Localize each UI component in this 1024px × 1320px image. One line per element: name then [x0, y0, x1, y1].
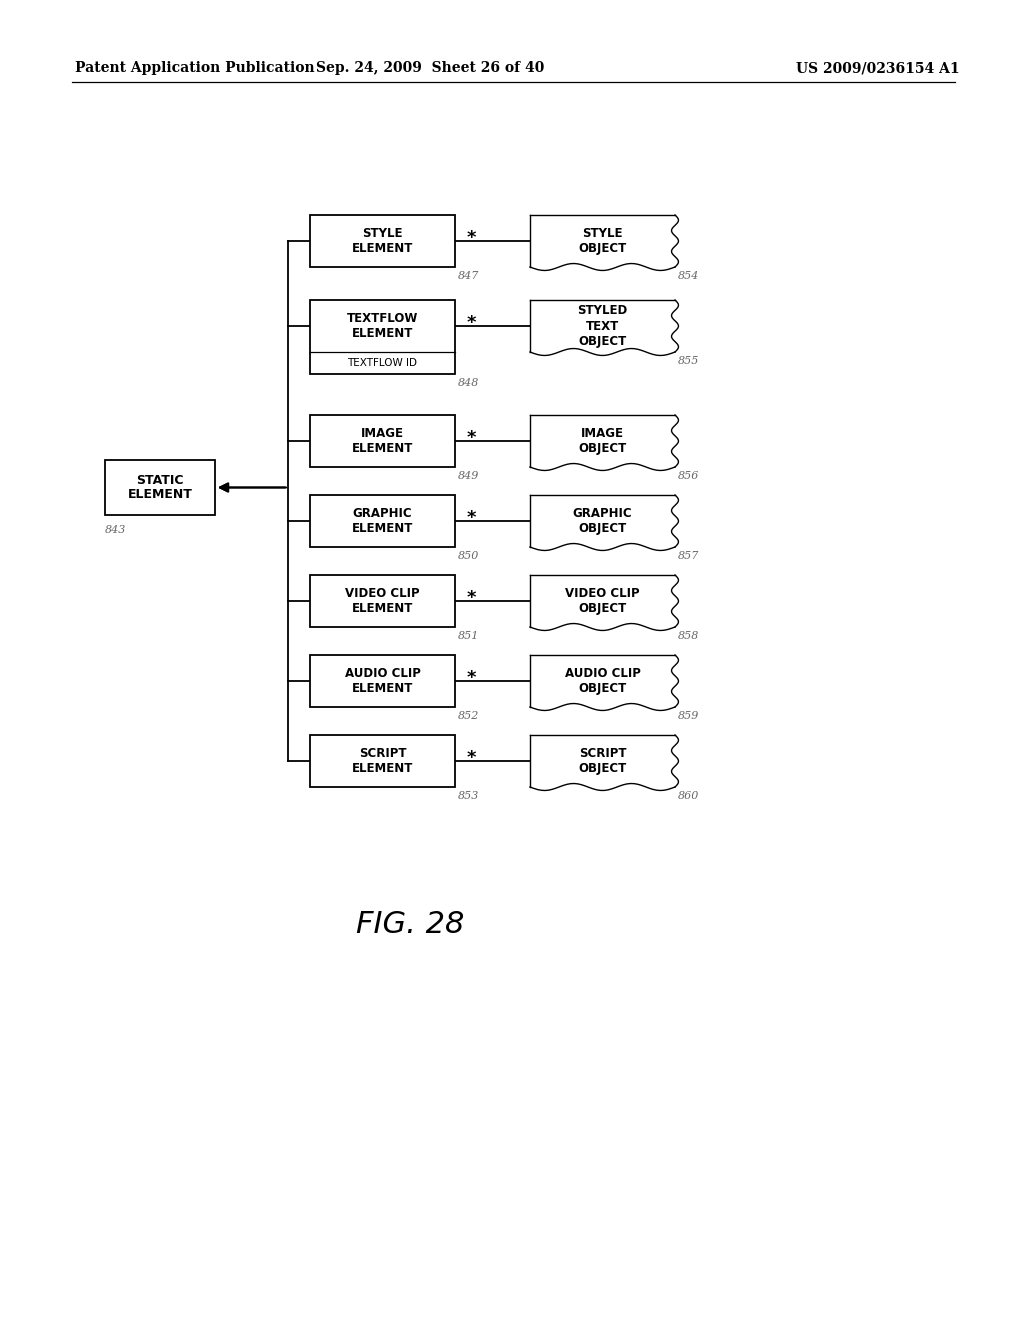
Text: 849: 849: [458, 471, 479, 480]
Text: VIDEO CLIP
OBJECT: VIDEO CLIP OBJECT: [565, 587, 640, 615]
Text: US 2009/0236154 A1: US 2009/0236154 A1: [797, 61, 961, 75]
Text: 848: 848: [458, 378, 479, 388]
Text: *: *: [466, 669, 476, 686]
Text: 843: 843: [105, 525, 126, 535]
Text: 851: 851: [458, 631, 479, 642]
Bar: [105, 459, 215, 515]
Text: STYLE
OBJECT: STYLE OBJECT: [579, 227, 627, 255]
Text: 850: 850: [458, 550, 479, 561]
Text: 857: 857: [678, 550, 699, 561]
Text: Patent Application Publication: Patent Application Publication: [75, 61, 314, 75]
Text: *: *: [466, 429, 476, 447]
Text: GRAPHIC
ELEMENT: GRAPHIC ELEMENT: [352, 507, 414, 535]
Bar: [310, 495, 455, 546]
Text: SCRIPT
ELEMENT: SCRIPT ELEMENT: [352, 747, 414, 775]
Bar: [310, 300, 455, 374]
Bar: [310, 576, 455, 627]
Text: IMAGE
ELEMENT: IMAGE ELEMENT: [352, 426, 414, 455]
Text: TEXTFLOW
ELEMENT: TEXTFLOW ELEMENT: [347, 312, 418, 341]
Text: FIG. 28: FIG. 28: [355, 909, 464, 939]
Bar: [310, 655, 455, 708]
Text: VIDEO CLIP
ELEMENT: VIDEO CLIP ELEMENT: [345, 587, 420, 615]
Bar: [310, 414, 455, 467]
Text: GRAPHIC
OBJECT: GRAPHIC OBJECT: [572, 507, 632, 535]
Text: STYLE
ELEMENT: STYLE ELEMENT: [352, 227, 414, 255]
Text: *: *: [466, 510, 476, 527]
Text: AUDIO CLIP
ELEMENT: AUDIO CLIP ELEMENT: [344, 667, 421, 696]
Text: 860: 860: [678, 791, 699, 801]
Text: 859: 859: [678, 711, 699, 721]
Bar: [310, 215, 455, 267]
Text: *: *: [466, 589, 476, 607]
Text: 856: 856: [678, 471, 699, 480]
Text: SCRIPT
OBJECT: SCRIPT OBJECT: [579, 747, 627, 775]
Text: STATIC
ELEMENT: STATIC ELEMENT: [128, 474, 193, 502]
Text: 847: 847: [458, 271, 479, 281]
Text: Sep. 24, 2009  Sheet 26 of 40: Sep. 24, 2009 Sheet 26 of 40: [315, 61, 544, 75]
Text: AUDIO CLIP
OBJECT: AUDIO CLIP OBJECT: [564, 667, 640, 696]
Bar: [310, 735, 455, 787]
Text: *: *: [466, 228, 476, 247]
Text: *: *: [466, 748, 476, 767]
Text: 852: 852: [458, 711, 479, 721]
Text: 855: 855: [678, 356, 699, 366]
Text: 854: 854: [678, 271, 699, 281]
Text: STYLED
TEXT
OBJECT: STYLED TEXT OBJECT: [578, 305, 628, 347]
Text: *: *: [466, 314, 476, 333]
Text: TEXTFLOW ID: TEXTFLOW ID: [347, 358, 418, 368]
Text: 853: 853: [458, 791, 479, 801]
Text: IMAGE
OBJECT: IMAGE OBJECT: [579, 426, 627, 455]
Text: 858: 858: [678, 631, 699, 642]
